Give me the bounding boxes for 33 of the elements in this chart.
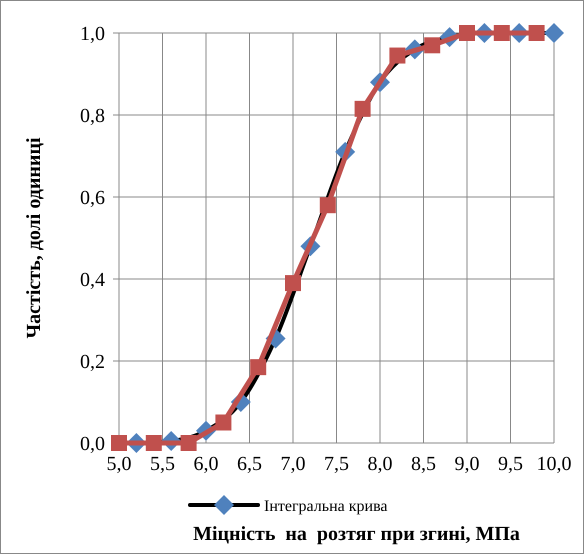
- x-tick-label: 6,0: [194, 453, 218, 475]
- point: [528, 25, 545, 41]
- x-tick-label: 5,0: [106, 453, 132, 475]
- x-tick-label: 9,5: [498, 453, 523, 475]
- x-tick-label: 9,0: [454, 453, 480, 475]
- point: [215, 414, 232, 430]
- x-tick-label: 7,5: [324, 453, 349, 475]
- point: [354, 100, 371, 117]
- point: [111, 435, 127, 451]
- x-tick-label: 8,0: [368, 453, 392, 475]
- y-tick-label: 0,0: [80, 433, 105, 455]
- point: [424, 37, 440, 54]
- point: [494, 25, 510, 41]
- x-tick-label: 6,5: [237, 453, 262, 475]
- x-tick-label: 7,0: [280, 453, 306, 475]
- x-tick-label: 10,0: [536, 453, 572, 475]
- point: [285, 275, 301, 292]
- y-tick-label: 0,6: [80, 187, 105, 209]
- point: [250, 359, 266, 376]
- point: [180, 435, 197, 451]
- legend-label: Інтегральна крива: [264, 498, 388, 515]
- y-tick-label: 1,0: [80, 23, 105, 45]
- point: [320, 197, 336, 214]
- y-tick-label: 0,8: [80, 105, 105, 127]
- point: [459, 25, 475, 41]
- point: [389, 48, 406, 64]
- point: [146, 435, 162, 451]
- x-tick-label: 8,5: [411, 453, 436, 475]
- x-axis-title: Міцність на розтяг при згині, МПа: [193, 523, 520, 545]
- y-tick-label: 0,4: [80, 269, 105, 291]
- y-axis-title: Частість, долі одиниці: [23, 137, 45, 339]
- x-tick-label: 5,5: [150, 453, 175, 475]
- y-tick-label: 0,2: [80, 351, 105, 373]
